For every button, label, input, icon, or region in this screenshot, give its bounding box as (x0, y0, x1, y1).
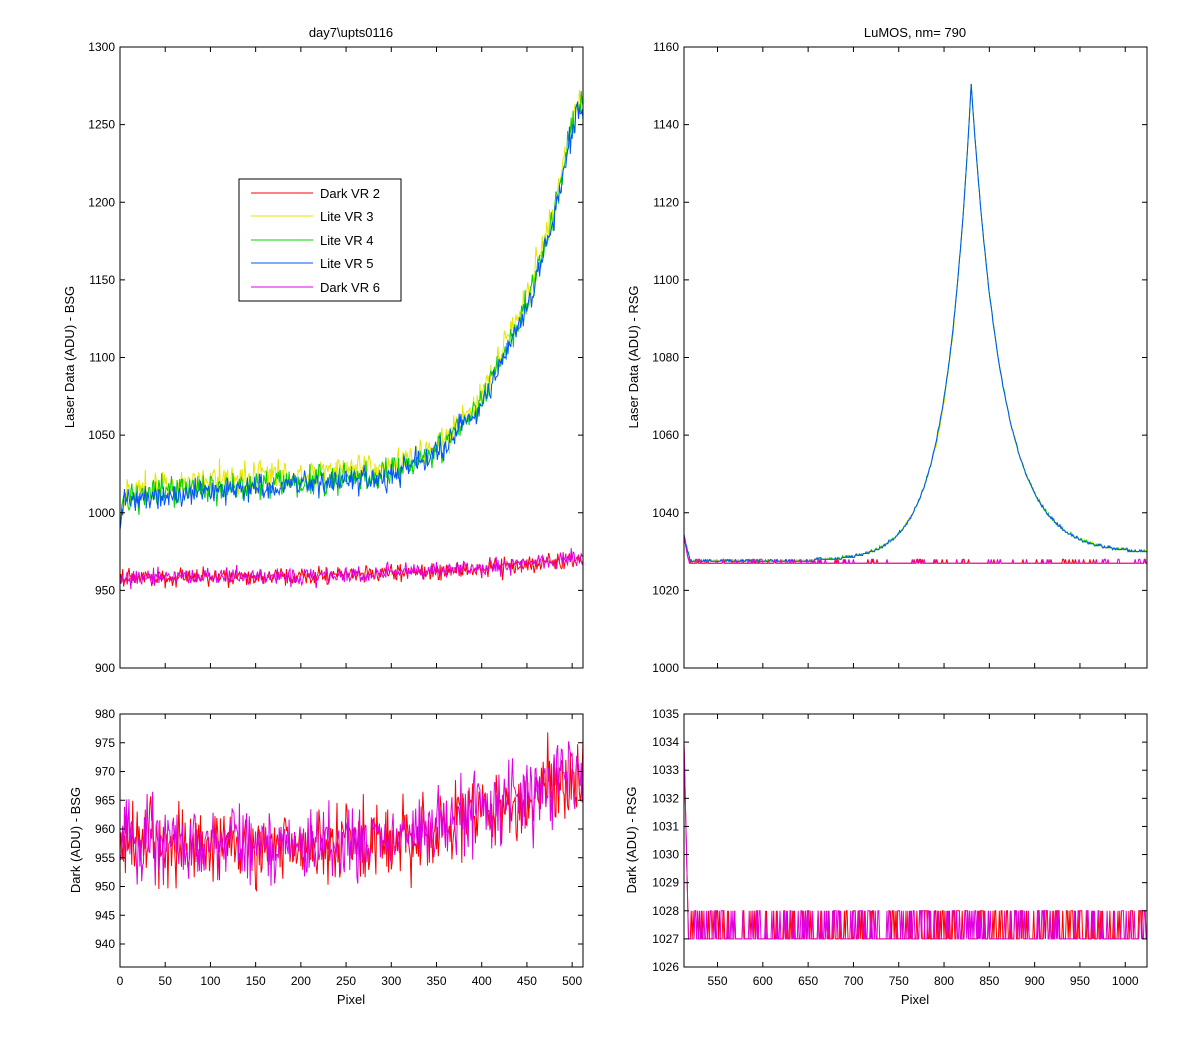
y-tick-label: 1027 (652, 932, 679, 946)
axes-frame-bottom-right (683, 713, 1148, 968)
y-tick-label: 1000 (652, 661, 679, 675)
legend-label: Dark VR 2 (320, 186, 380, 201)
legend-label: Dark VR 6 (320, 280, 380, 295)
chart-title-top-right: LuMOS, nm= 790 (864, 25, 966, 40)
series-line (683, 742, 1147, 940)
plot-lines-top-left (119, 89, 584, 590)
legend-entry: Dark VR 2 (251, 186, 380, 201)
series-line (119, 548, 584, 590)
x-tick-label: 650 (798, 974, 818, 988)
y-tick-label: 1029 (652, 876, 679, 890)
x-tick-label: 150 (246, 974, 266, 988)
legend: Dark VR 2 Lite VR 3 Lite VR 4 Lite VR 5 … (238, 178, 402, 302)
series-line (119, 741, 584, 886)
x-tick-label: 400 (472, 974, 492, 988)
y-tick-label: 1060 (652, 428, 679, 442)
x-axis-label-bottom-right: Pixel (901, 992, 929, 1007)
series-line (119, 101, 584, 531)
series-line (683, 83, 1147, 563)
y-tick-label: 1100 (89, 351, 115, 365)
x-tick-label: 850 (979, 974, 999, 988)
x-axis-label-bottom-left: Pixel (337, 992, 365, 1007)
y-tick-label: 1033 (652, 763, 679, 777)
x-tick-label: 50 (159, 974, 173, 988)
legend-label: Lite VR 3 (320, 209, 373, 224)
y-tick-label: 980 (95, 707, 115, 721)
x-tick-label: 700 (843, 974, 863, 988)
y-tick-label: 970 (95, 765, 115, 779)
y-tick-label: 1140 (653, 118, 679, 132)
ticks-bottom-right: 550 600 650 700 750 800 850 900 950 1000 1026 1027 1… (652, 707, 1147, 988)
ticks-bottom-left: 0 50 100 150 200 250 300 350 400 450 500 940 945 950 9… (95, 707, 583, 988)
y-tick-label: 1100 (653, 273, 679, 287)
y-tick-label: 1150 (89, 273, 115, 287)
y-tick-label: 1035 (652, 707, 679, 721)
axes-bottom-left: 0 50 100 150 200 250 300 350 400 450 500 940 945 950 9… (68, 707, 584, 1007)
x-tick-label: 350 (426, 974, 446, 988)
y-axis-label-bottom-left: Dark (ADU) - BSG (68, 787, 83, 893)
y-tick-label: 975 (95, 736, 115, 750)
series-line (119, 91, 584, 528)
axes-top-right: 1000 1020 1040 1060 1080 1100 1120 1140 1160 LuM… (626, 25, 1148, 675)
ticks-top-left: 900 950 1000 1050 1100 1150 1200 1250 1300 (88, 40, 583, 675)
legend-label: Lite VR 5 (320, 256, 373, 271)
legend-entry: Dark VR 6 (251, 280, 380, 295)
series-line (683, 535, 1147, 564)
y-axis-label-top-left: Laser Data (ADU) - BSG (62, 286, 77, 428)
x-tick-label: 800 (934, 974, 954, 988)
y-tick-label: 955 (95, 851, 115, 865)
x-tick-label: 1000 (1112, 974, 1139, 988)
legend-label: Lite VR 4 (320, 233, 373, 248)
y-tick-label: 940 (95, 937, 115, 951)
y-tick-label: 1032 (652, 791, 679, 805)
y-tick-label: 1031 (652, 819, 679, 833)
y-tick-label: 1026 (652, 960, 679, 974)
x-tick-label: 900 (1025, 974, 1045, 988)
y-tick-label: 960 (95, 822, 115, 836)
y-tick-label: 900 (95, 661, 115, 675)
ticks-top-right: 1000 1020 1040 1060 1080 1100 1120 1140 1160 (652, 40, 1147, 675)
chart-title-top-left: day7\upts0116 (309, 25, 393, 40)
x-tick-label: 100 (200, 974, 220, 988)
y-tick-label: 1040 (652, 506, 679, 520)
x-tick-label: 0 (117, 974, 124, 988)
y-tick-label: 945 (95, 908, 115, 922)
legend-entry: Lite VR 3 (251, 209, 373, 224)
x-tick-label: 950 (1070, 974, 1090, 988)
y-tick-label: 1080 (652, 351, 679, 365)
y-tick-label: 1300 (88, 40, 115, 54)
y-tick-label: 965 (95, 793, 115, 807)
y-tick-label: 950 (95, 880, 115, 894)
legend-entry: Lite VR 5 (251, 256, 373, 271)
x-tick-label: 600 (753, 974, 773, 988)
plot-lines-bottom-right (683, 742, 1147, 940)
axes-top-left: 900 950 1000 1050 1100 1150 1200 1250 1300 day7\… (62, 25, 584, 675)
y-tick-label: 1050 (88, 428, 115, 442)
x-tick-label: 550 (708, 974, 728, 988)
x-tick-label: 750 (889, 974, 909, 988)
y-tick-label: 1034 (652, 735, 679, 749)
axes-bottom-right: 550 600 650 700 750 800 850 900 950 1000 1026 1027 1… (624, 707, 1148, 1007)
x-tick-label: 250 (336, 974, 356, 988)
y-tick-label: 1020 (652, 583, 679, 597)
y-tick-label: 1028 (652, 904, 679, 918)
y-axis-label-bottom-right: Dark (ADU) - RSG (624, 787, 639, 894)
plot-lines-top-right (683, 83, 1148, 564)
y-tick-label: 950 (95, 583, 115, 597)
axes-frame-bottom-left (119, 713, 584, 968)
plot-lines-bottom-left (119, 732, 584, 893)
x-tick-label: 500 (562, 974, 582, 988)
legend-entry: Lite VR 4 (251, 233, 373, 248)
y-axis-label-top-right: Laser Data (ADU) - RSG (626, 285, 641, 428)
y-tick-label: 1120 (653, 195, 679, 209)
x-tick-label: 300 (381, 974, 401, 988)
y-tick-label: 1160 (653, 40, 679, 54)
x-tick-label: 200 (291, 974, 311, 988)
y-tick-label: 1030 (652, 848, 679, 862)
x-tick-label: 450 (517, 974, 537, 988)
y-tick-label: 1000 (88, 506, 115, 520)
y-tick-label: 1250 (88, 118, 115, 132)
y-tick-label: 1200 (88, 195, 115, 209)
